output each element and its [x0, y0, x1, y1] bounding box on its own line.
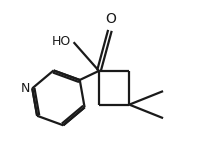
Text: N: N	[21, 82, 30, 95]
Text: HO: HO	[52, 35, 71, 48]
Text: O: O	[105, 12, 116, 26]
